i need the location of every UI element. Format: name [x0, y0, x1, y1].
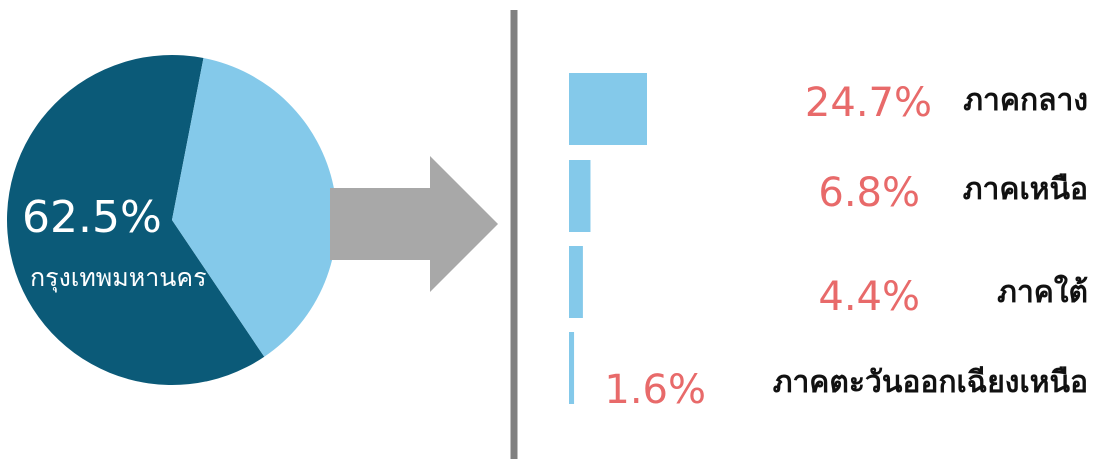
pie-slice-bangkok — [7, 55, 265, 386]
bar — [569, 160, 591, 232]
pie-chart: 62.5% กรุงเทพมหานคร — [7, 55, 338, 386]
bar-value-label: 6.8% — [818, 170, 920, 216]
bar-value-label: 4.4% — [818, 274, 920, 320]
pie-value-label: 62.5% — [22, 192, 162, 243]
bar-value-label: 24.7% — [805, 80, 932, 126]
bar — [569, 332, 575, 404]
pie-category-label: กรุงเทพมหานคร — [30, 263, 207, 293]
arrow-icon — [330, 156, 498, 292]
bar-chart: 24.7% ภาคกลาง 6.8% ภาคเหนือ 4.4% ภาคใต้ 1.6% ภา… — [569, 73, 1088, 413]
bar — [569, 246, 583, 318]
bar-category-label: ภาคกลาง — [963, 83, 1088, 118]
bar-value-label: 1.6% — [604, 367, 706, 413]
pie-slice-other — [172, 58, 338, 357]
bar-category-label: ภาคใต้ — [997, 274, 1088, 310]
bar — [569, 73, 647, 145]
bar-category-label: ภาคเหนือ — [963, 172, 1088, 207]
bar-category-label: ภาคตะวันออกเฉียงเหนือ — [773, 365, 1088, 400]
